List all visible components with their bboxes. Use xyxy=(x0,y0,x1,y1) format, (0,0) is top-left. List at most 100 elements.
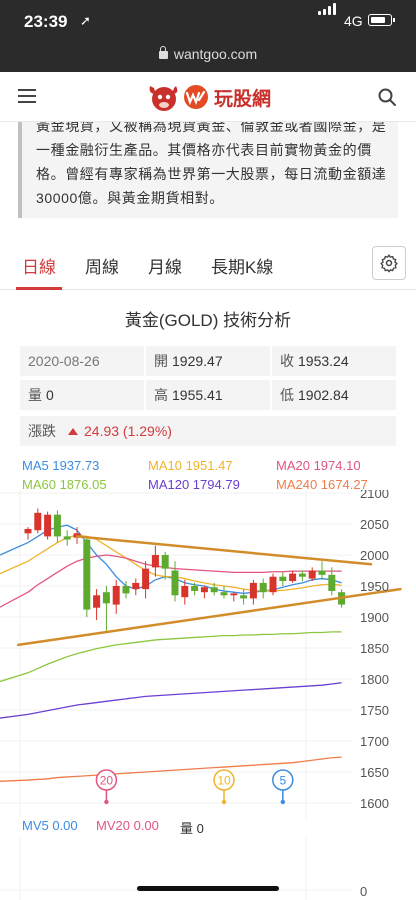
lock-icon xyxy=(158,46,168,59)
instrument-description: 黃金現貨，又被稱為現貨黃金、倫敦金或者國際金，是一種金融衍生產品。其價格亦代表目… xyxy=(18,122,398,218)
site-logo[interactable]: 玩股網 xyxy=(146,80,271,114)
candle-body xyxy=(181,586,189,598)
ma60-legend: MA60 1876.05 xyxy=(22,477,107,492)
quote-open-value: 1929.47 xyxy=(172,353,223,369)
candle-body xyxy=(318,570,326,575)
marker-dot xyxy=(221,799,227,805)
quote-high: 高 1955.41 xyxy=(146,380,270,410)
quote-high-label: 高 xyxy=(154,387,168,403)
y-tick-label: 2050 xyxy=(360,517,389,532)
candle-body xyxy=(142,568,150,590)
quote-high-value: 1955.41 xyxy=(172,387,223,403)
quote-close-label: 收 xyxy=(280,353,294,369)
site-header: 玩股網 xyxy=(0,72,416,122)
hamburger-menu-icon[interactable] xyxy=(18,89,36,103)
home-indicator xyxy=(137,886,279,891)
candle-body xyxy=(328,574,336,591)
bull-logo-icon xyxy=(149,85,208,111)
address-bar[interactable]: wantgoo.com xyxy=(0,46,416,62)
chart-settings-button[interactable] xyxy=(372,246,406,280)
gear-icon xyxy=(380,254,398,273)
quote-low: 低 1902.84 xyxy=(272,380,396,410)
quote-volume-label: 量 xyxy=(28,387,42,403)
candle-body xyxy=(289,573,297,582)
ma10-marker xyxy=(213,769,235,791)
candle-body xyxy=(259,582,267,593)
y-tick-label: 2000 xyxy=(360,548,389,563)
volume-tick-label: 0 xyxy=(360,884,367,899)
candle-body xyxy=(24,528,32,534)
candle-body xyxy=(93,595,101,608)
ma120-line xyxy=(0,682,342,719)
marker-label: 10 xyxy=(217,774,231,788)
tab-daily[interactable]: 日線 xyxy=(22,258,56,277)
quote-open: 開 1929.47 xyxy=(146,346,270,376)
search-icon[interactable] xyxy=(378,88,396,106)
candle-body xyxy=(240,595,248,599)
candle-body xyxy=(298,573,306,577)
mv20-legend: MV20 0.00 xyxy=(96,818,159,833)
quote-date-value: 2020-08-26 xyxy=(28,353,100,369)
ma10-line xyxy=(0,534,342,592)
up-arrow-icon xyxy=(68,428,78,435)
candle-body xyxy=(161,555,169,569)
candle-body xyxy=(122,586,130,594)
candle-body xyxy=(269,576,277,593)
status-bar: 23:39 ➚ 4G wantgoo.com xyxy=(0,0,416,72)
candle-body xyxy=(230,593,238,596)
ma240-line xyxy=(0,756,342,782)
battery-icon xyxy=(368,14,395,26)
marker-label: 5 xyxy=(279,774,286,788)
candlestick-chart[interactable]: 20 10 5 2100 2050 2000 1950 1900 1850 1800 1750 17… xyxy=(0,490,416,820)
candle-body xyxy=(112,586,120,605)
candle-body xyxy=(200,587,208,593)
tab-long-term[interactable]: 長期K線 xyxy=(211,258,274,277)
ma5-legend: MA5 1937.73 xyxy=(22,458,100,473)
ma240-legend: MA240 1674.27 xyxy=(276,477,368,492)
quote-change-label: 漲跌 xyxy=(28,423,56,439)
chart-title: 黃金(GOLD) 技術分析 xyxy=(124,311,292,330)
y-tick-label: 2100 xyxy=(360,490,389,501)
ma20-marker xyxy=(95,769,118,791)
candle-body xyxy=(151,555,159,568)
y-tick-label: 1800 xyxy=(360,672,389,687)
y-tick-label: 1850 xyxy=(360,641,389,656)
description-text: 黃金現貨，又被稱為現貨黃金、倫敦金或者國際金，是一種金融衍生產品。其價格亦代表目… xyxy=(36,122,387,206)
trendline xyxy=(75,535,373,566)
location-arrow-icon: ➚ xyxy=(80,13,91,28)
quote-low-value: 1902.84 xyxy=(298,387,349,403)
ma120-legend: MA120 1794.79 xyxy=(148,477,240,492)
site-name: 玩股網 xyxy=(214,88,272,110)
y-tick-label: 1600 xyxy=(360,796,389,811)
url-text: wantgoo.com xyxy=(173,46,258,62)
y-tick-label: 1950 xyxy=(360,579,389,594)
mv5-legend: MV5 0.00 xyxy=(22,818,78,833)
candle-body xyxy=(308,570,316,579)
quote-change-value: 24.93 (1.29%) xyxy=(84,423,172,439)
candle-body xyxy=(249,582,257,599)
tab-monthly[interactable]: 月線 xyxy=(148,258,182,277)
ma10-legend: MA10 1951.47 xyxy=(148,458,233,473)
trendline xyxy=(16,587,402,647)
candle-body xyxy=(220,592,228,596)
candle-body xyxy=(191,586,199,591)
y-tick-label: 1650 xyxy=(360,765,389,780)
quote-change: 漲跌 24.93 (1.29%) xyxy=(20,416,396,446)
y-tick-label: 1700 xyxy=(360,734,389,749)
tab-weekly[interactable]: 周線 xyxy=(85,258,119,277)
quote-open-label: 開 xyxy=(154,353,168,369)
active-tab-indicator xyxy=(16,287,62,290)
y-tick-label: 1900 xyxy=(360,610,389,625)
quote-date: 2020-08-26 xyxy=(20,346,144,376)
status-time: 23:39 xyxy=(24,12,68,31)
candle-body xyxy=(210,587,218,593)
ma60-line xyxy=(0,631,342,683)
quote-close: 收 1953.24 xyxy=(272,346,396,376)
ma20-legend: MA20 1974.10 xyxy=(276,458,361,473)
ma20-line xyxy=(0,554,342,608)
candle-body xyxy=(83,539,91,610)
quote-close-value: 1953.24 xyxy=(298,353,349,369)
candle-body xyxy=(53,514,61,537)
quote-low-label: 低 xyxy=(280,387,294,403)
